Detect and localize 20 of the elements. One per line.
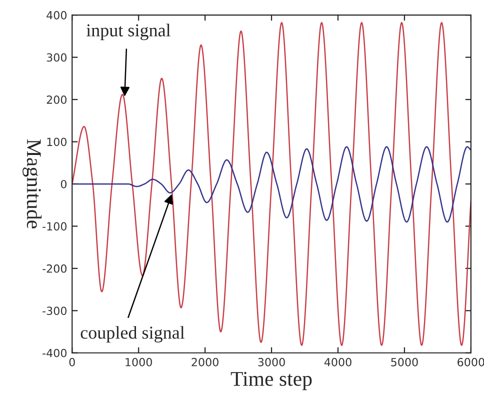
x-tick-label: 1000 (126, 358, 152, 366)
x-tick-label: 2000 (192, 358, 218, 366)
y-tick-label: -200 (42, 264, 67, 273)
x-tick-label: 5000 (391, 358, 418, 366)
x-tick-label: 6000 (458, 358, 484, 366)
y-tick-label: 200 (46, 95, 67, 104)
y-tick-label: -100 (42, 222, 67, 231)
y-axis-title: Magnitude (22, 139, 42, 228)
x-tick-label: 3000 (258, 358, 285, 366)
annotation: input signal (86, 24, 170, 40)
y-tick-label: 100 (47, 138, 67, 146)
y-tick-label: -400 (42, 348, 67, 358)
x-axis-title: Time step (230, 372, 312, 390)
y-tick-label: 300 (46, 53, 67, 62)
x-tick-label: 0 (69, 358, 75, 366)
x-tick-label: 4000 (324, 358, 352, 366)
y-tick-label: -300 (42, 306, 67, 316)
annotation: coupled signal (80, 326, 185, 342)
y-tick-label: 0 (60, 180, 67, 188)
y-tick-label: 400 (46, 11, 67, 20)
